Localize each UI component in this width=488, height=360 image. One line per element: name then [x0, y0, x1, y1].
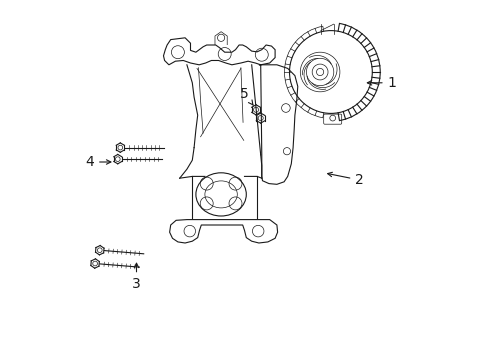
Text: 3: 3: [132, 263, 141, 291]
Text: 2: 2: [327, 172, 364, 187]
Text: 4: 4: [85, 155, 111, 169]
Text: 5: 5: [240, 87, 253, 105]
Text: 1: 1: [366, 76, 396, 90]
